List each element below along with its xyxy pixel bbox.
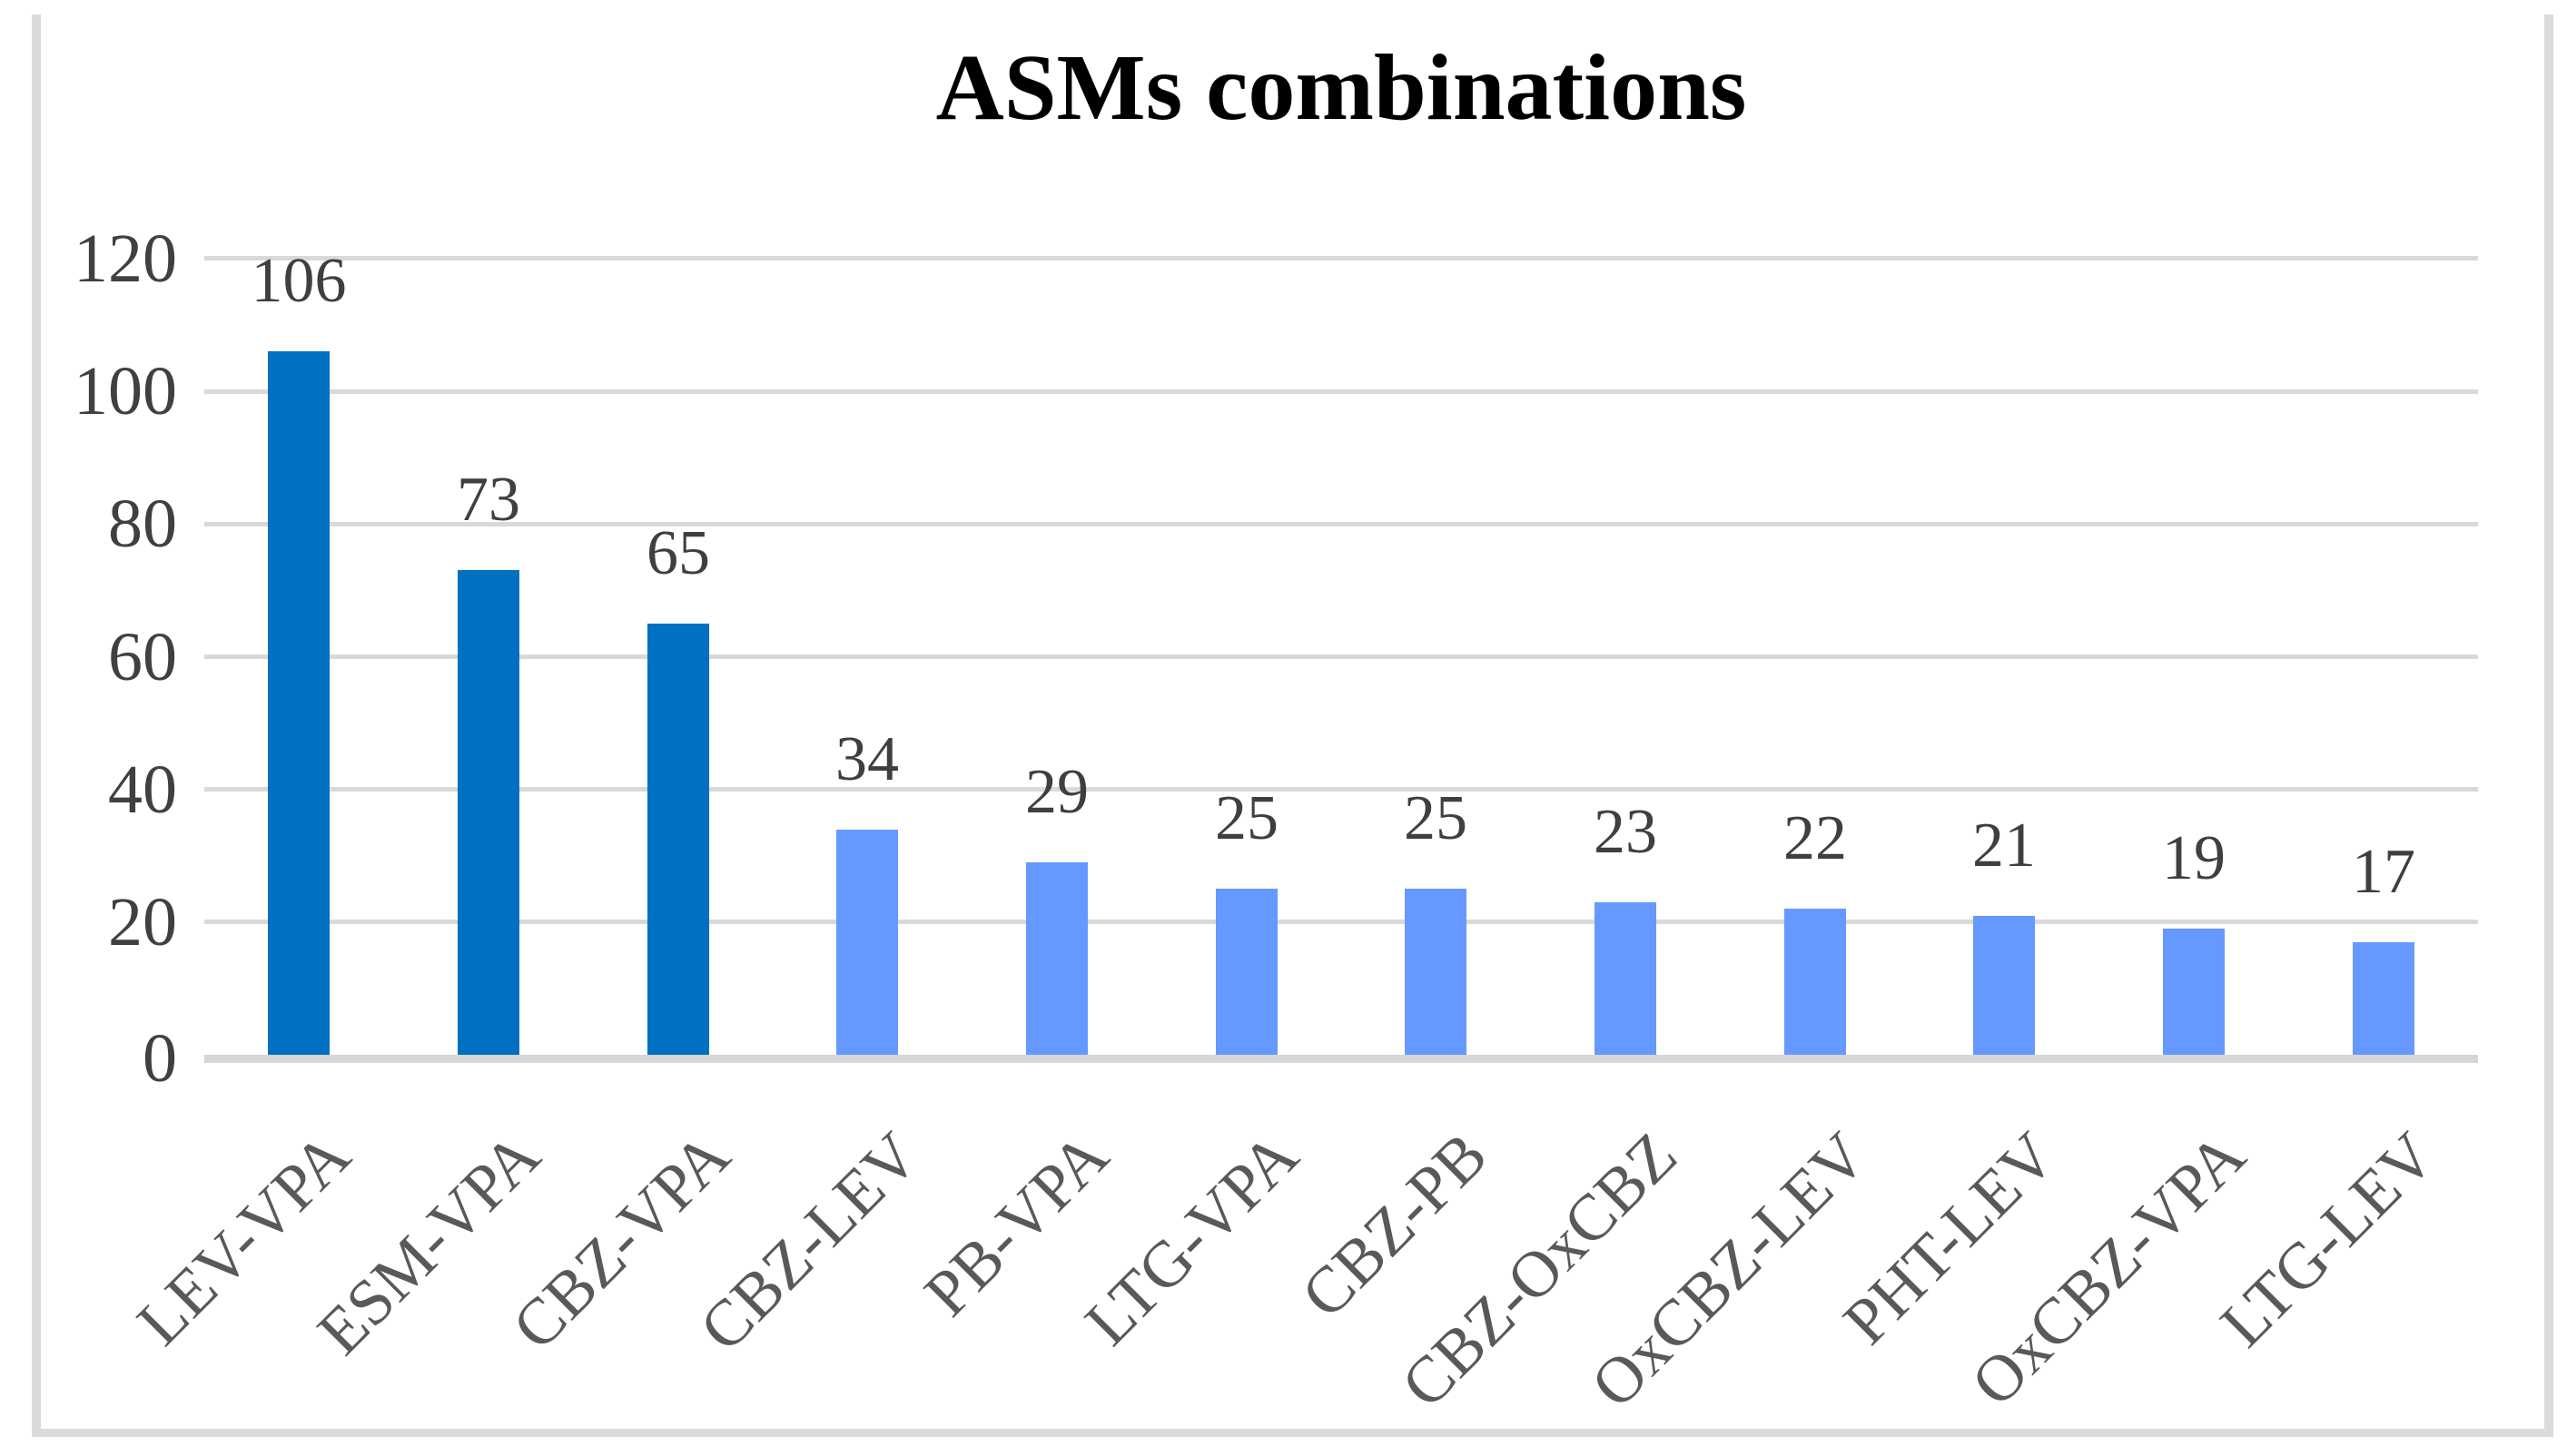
chart-title: ASMs combinations <box>935 35 1747 140</box>
bar-value-label: 21 <box>1972 811 2036 880</box>
bar-value-label: 25 <box>1215 783 1279 853</box>
y-tick-label: 0 <box>143 1020 177 1097</box>
y-tick-label: 80 <box>108 486 177 562</box>
y-tick-label: 100 <box>74 353 177 429</box>
bar <box>2163 929 2225 1055</box>
bar <box>268 351 330 1055</box>
bar <box>1216 889 1278 1055</box>
bar-value-label: 65 <box>647 518 710 588</box>
bar <box>1405 889 1466 1055</box>
y-tick-label: 60 <box>108 619 177 695</box>
gridline <box>204 654 2478 659</box>
bar-value-label: 17 <box>2352 837 2415 907</box>
bar-value-label: 73 <box>457 465 520 535</box>
bar-value-label: 106 <box>251 246 347 316</box>
bar <box>458 570 519 1055</box>
bar <box>2353 942 2414 1055</box>
bar <box>836 830 898 1055</box>
bar-value-label: 22 <box>1783 803 1847 873</box>
y-tick-label: 120 <box>74 221 177 297</box>
figure-border-frame <box>32 15 2553 1437</box>
bar <box>1784 909 1846 1055</box>
y-tick-label: 20 <box>108 884 177 960</box>
plot-area: 106 73 65 34 29 25 25 23 22 21 19 17 <box>204 250 2478 1063</box>
bar-value-label: 25 <box>1404 783 1467 853</box>
bar-value-label: 19 <box>2162 823 2226 893</box>
y-tick-label: 40 <box>108 752 177 828</box>
gridline <box>204 522 2478 526</box>
bar-value-label: 29 <box>1025 757 1089 827</box>
bar-value-label: 23 <box>1594 797 1657 867</box>
gridline <box>204 389 2478 394</box>
bar <box>647 624 709 1055</box>
bar <box>1026 862 1088 1055</box>
gridline <box>204 256 2478 261</box>
gridline <box>204 787 2478 792</box>
gridline <box>204 920 2478 924</box>
bar <box>1973 916 2035 1055</box>
bar-value-label: 34 <box>835 724 899 794</box>
x-axis-baseline <box>204 1055 2478 1063</box>
bar <box>1595 902 1656 1055</box>
